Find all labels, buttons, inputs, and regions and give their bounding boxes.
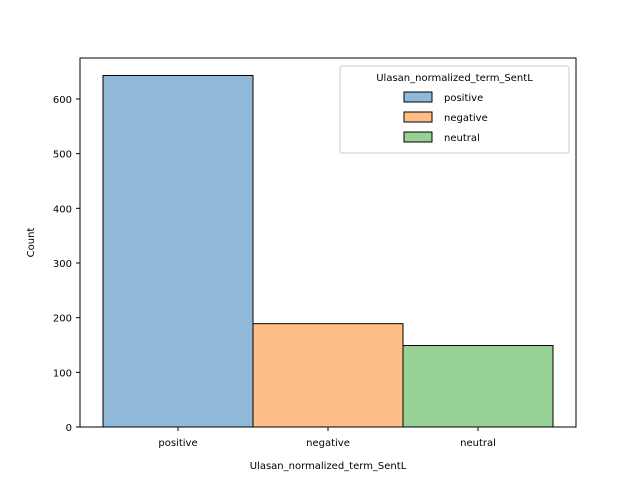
bar-negative bbox=[252, 323, 404, 428]
legend-swatch-neutral bbox=[403, 131, 433, 143]
y-axis-ticks: 0 100 200 300 400 500 600 bbox=[53, 95, 80, 434]
x-axis-label: Ulasan_normalized_term_SentL bbox=[250, 461, 407, 472]
legend-label-positive: positive bbox=[444, 93, 483, 104]
bar-positive bbox=[102, 74, 254, 428]
x-tick-label-negative: negative bbox=[306, 438, 350, 449]
legend-items: positive negative neutral bbox=[403, 91, 488, 144]
y-tick-label: 100 bbox=[53, 368, 72, 379]
y-tick-label: 500 bbox=[53, 150, 72, 161]
y-tick-label: 300 bbox=[53, 259, 72, 270]
legend-box bbox=[339, 65, 570, 154]
legend-title: Ulasan_normalized_term_SentL bbox=[376, 73, 533, 84]
x-axis-ticks: positive negative neutral bbox=[158, 427, 496, 449]
y-tick-label: 200 bbox=[53, 314, 72, 325]
legend-swatch-positive bbox=[403, 91, 433, 103]
bar-neutral bbox=[402, 345, 554, 428]
plot-frame bbox=[79, 57, 577, 428]
y-tick-label: 400 bbox=[53, 204, 72, 215]
legend-label-neutral: neutral bbox=[444, 133, 480, 144]
legend-swatch-negative bbox=[403, 111, 433, 123]
legend: Ulasan_normalized_term_SentL positive neg… bbox=[339, 65, 570, 154]
x-tick-label-neutral: neutral bbox=[460, 438, 496, 449]
legend-label-negative: negative bbox=[444, 113, 488, 124]
y-tick-label: 600 bbox=[53, 95, 72, 106]
y-axis-label: Count bbox=[26, 228, 37, 258]
x-tick-label-positive: positive bbox=[158, 438, 197, 449]
y-tick-label: 0 bbox=[66, 423, 72, 434]
bars-group bbox=[102, 74, 554, 428]
